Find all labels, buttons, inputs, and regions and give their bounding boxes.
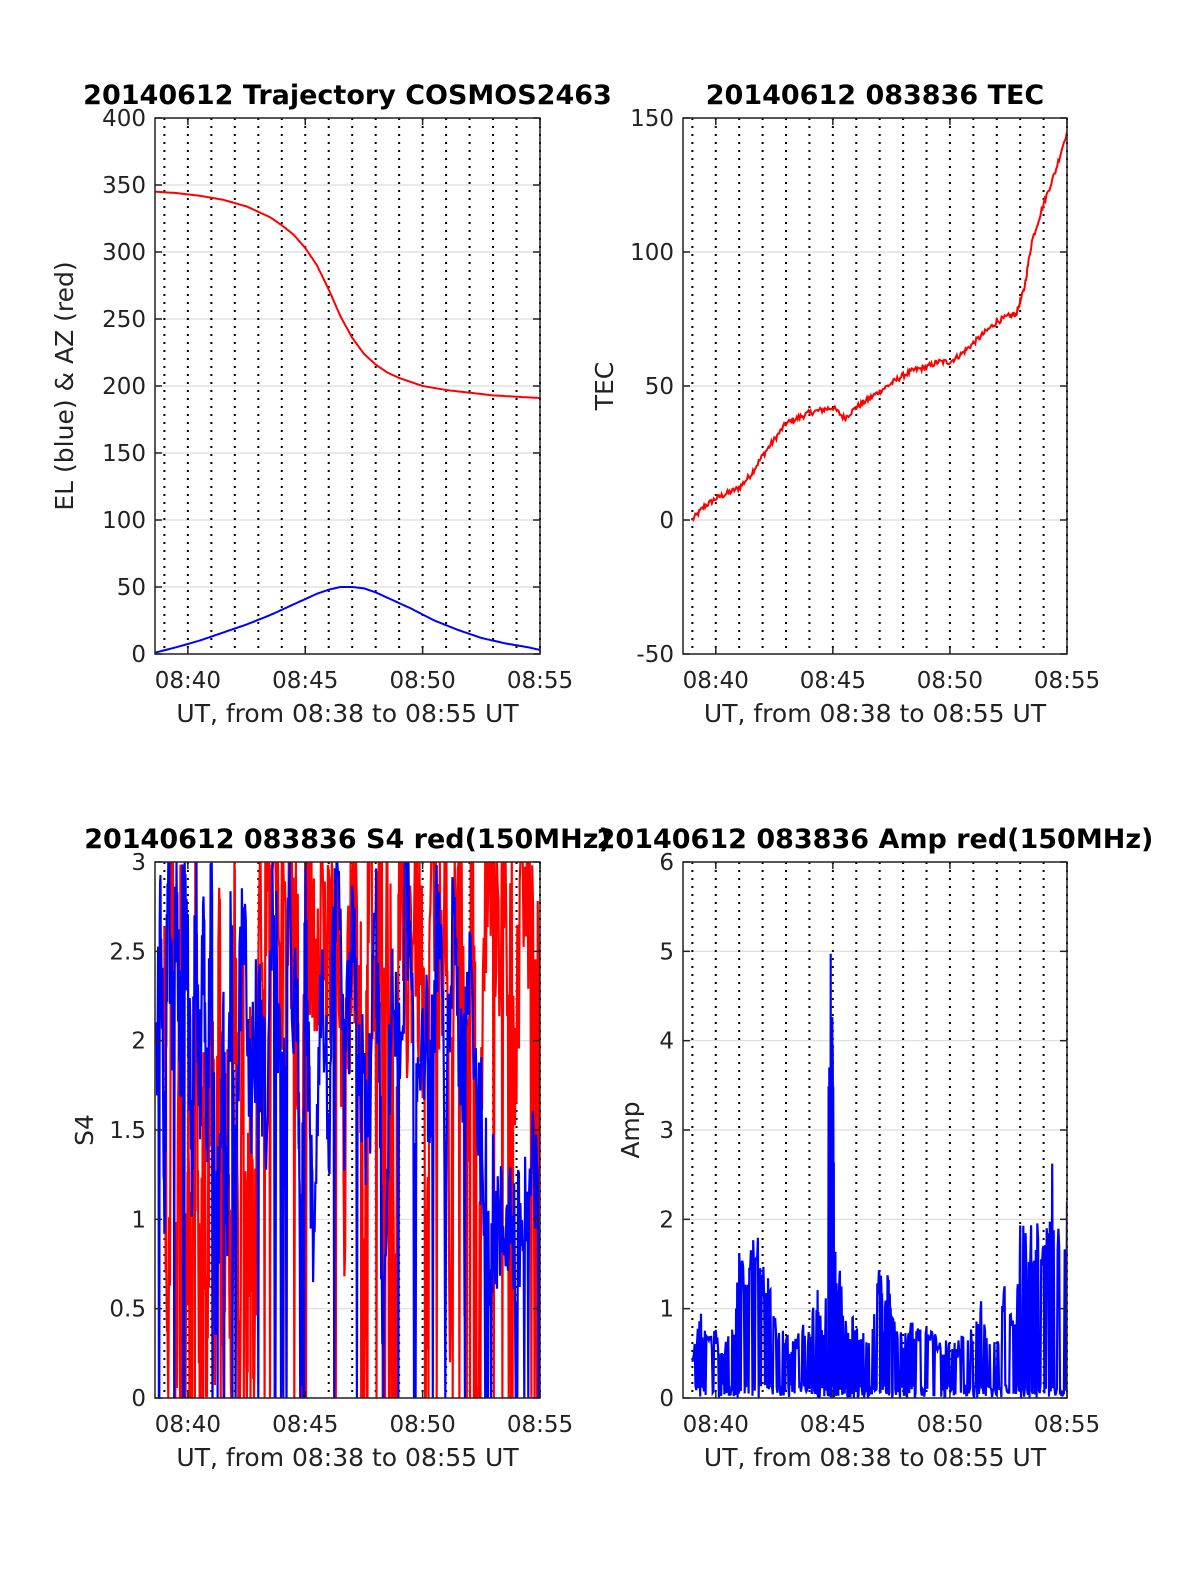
y-axis-label: Amp	[616, 1101, 645, 1158]
x-tick-label: 08:40	[155, 668, 221, 694]
x-tick-label: 08:50	[917, 1412, 983, 1438]
y-tick-label: 3	[659, 1118, 674, 1144]
y-tick-label: 250	[102, 307, 146, 333]
x-tick-label: 08:40	[683, 1412, 749, 1438]
y-tick-label: 100	[102, 508, 146, 534]
x-axis-label: UT, from 08:38 to 08:55 UT	[704, 699, 1047, 728]
y-tick-label: 200	[102, 374, 146, 400]
series-line	[691, 953, 1067, 1398]
series-line	[691, 131, 1067, 522]
x-axis-label: UT, from 08:38 to 08:55 UT	[704, 1443, 1047, 1472]
x-tick-label: 08:55	[1034, 1412, 1100, 1438]
chart-title: 20140612 083836 TEC	[706, 80, 1045, 111]
x-tick-label: 08:50	[917, 668, 983, 694]
x-tick-label: 08:40	[683, 668, 749, 694]
series-group	[691, 131, 1067, 522]
y-axis-label: S4	[70, 1114, 99, 1146]
series-line	[155, 190, 540, 400]
x-axis-label: UT, from 08:38 to 08:55 UT	[176, 699, 519, 728]
x-tick-label: 08:40	[155, 1412, 221, 1438]
chart-amp: 0 1 2 3 4 5 6 08:40 08:45 08:50 08:55 20140612 0838…	[597, 824, 1154, 1472]
chart-title: 20140612 Trajectory COSMOS2463	[83, 80, 612, 111]
y-tick-label: 6	[659, 850, 674, 876]
y-tick-label: 0	[131, 1386, 146, 1412]
y-tick-label: 3	[131, 850, 146, 876]
x-tick-label: 08:45	[272, 668, 338, 694]
chart-tec: -50 0 50 100 150 08:40 08:45 08:50 08:55 20140612…	[590, 80, 1100, 728]
y-tick-label: -50	[636, 642, 674, 668]
y-tick-label: 300	[102, 240, 146, 266]
series-line	[155, 862, 540, 1398]
x-tick-label: 08:55	[507, 1412, 573, 1438]
x-tick-label: 08:45	[800, 668, 866, 694]
chart-s4: 0 0.5 1 1.5 2 2.5 3 08:40 08:45 08:50 08:55 2014061…	[70, 824, 611, 1472]
y-tick-label: 1	[659, 1297, 674, 1323]
x-tick-label: 08:50	[389, 1412, 455, 1438]
y-tick-label: 4	[659, 1029, 674, 1055]
y-tick-label: 5	[659, 939, 674, 965]
y-tick-label: 100	[630, 240, 674, 266]
y-axis-label: TEC	[590, 362, 619, 412]
y-tick-label: 150	[102, 441, 146, 467]
y-tick-label: 150	[630, 106, 674, 132]
x-axis-label: UT, from 08:38 to 08:55 UT	[176, 1443, 519, 1472]
x-tick-label: 08:55	[1034, 668, 1100, 694]
series-line	[155, 586, 540, 654]
y-tick-label: 2	[131, 1029, 146, 1055]
chart-title: 20140612 083836 S4 red(150MHz)	[84, 824, 611, 855]
x-tick-label: 08:50	[389, 668, 455, 694]
y-tick-label: 400	[102, 106, 146, 132]
chart-title: 20140612 083836 Amp red(150MHz)	[597, 824, 1154, 855]
y-tick-label: 0	[659, 508, 674, 534]
y-tick-label: 50	[117, 575, 146, 601]
y-tick-label: 1.5	[109, 1118, 146, 1144]
series-group	[691, 953, 1067, 1398]
y-axis-label: EL (blue) & AZ (red)	[50, 261, 79, 510]
chart-trajectory: 0 50 100 150 200 250 300 350 400 08:40 08:45 08:50 0…	[50, 80, 612, 728]
y-tick-label: 350	[102, 173, 146, 199]
y-tick-label: 1	[131, 1207, 146, 1233]
y-tick-label: 0	[659, 1386, 674, 1412]
y-tick-label: 0.5	[109, 1297, 146, 1323]
x-tick-label: 08:55	[507, 668, 573, 694]
y-tick-label: 2.5	[109, 939, 146, 965]
series-group	[155, 190, 540, 654]
y-tick-label: 2	[659, 1207, 674, 1233]
y-tick-label: 50	[645, 374, 674, 400]
series-group	[155, 862, 540, 1398]
x-tick-label: 08:45	[272, 1412, 338, 1438]
x-tick-label: 08:45	[800, 1412, 866, 1438]
y-tick-label: 0	[131, 642, 146, 668]
